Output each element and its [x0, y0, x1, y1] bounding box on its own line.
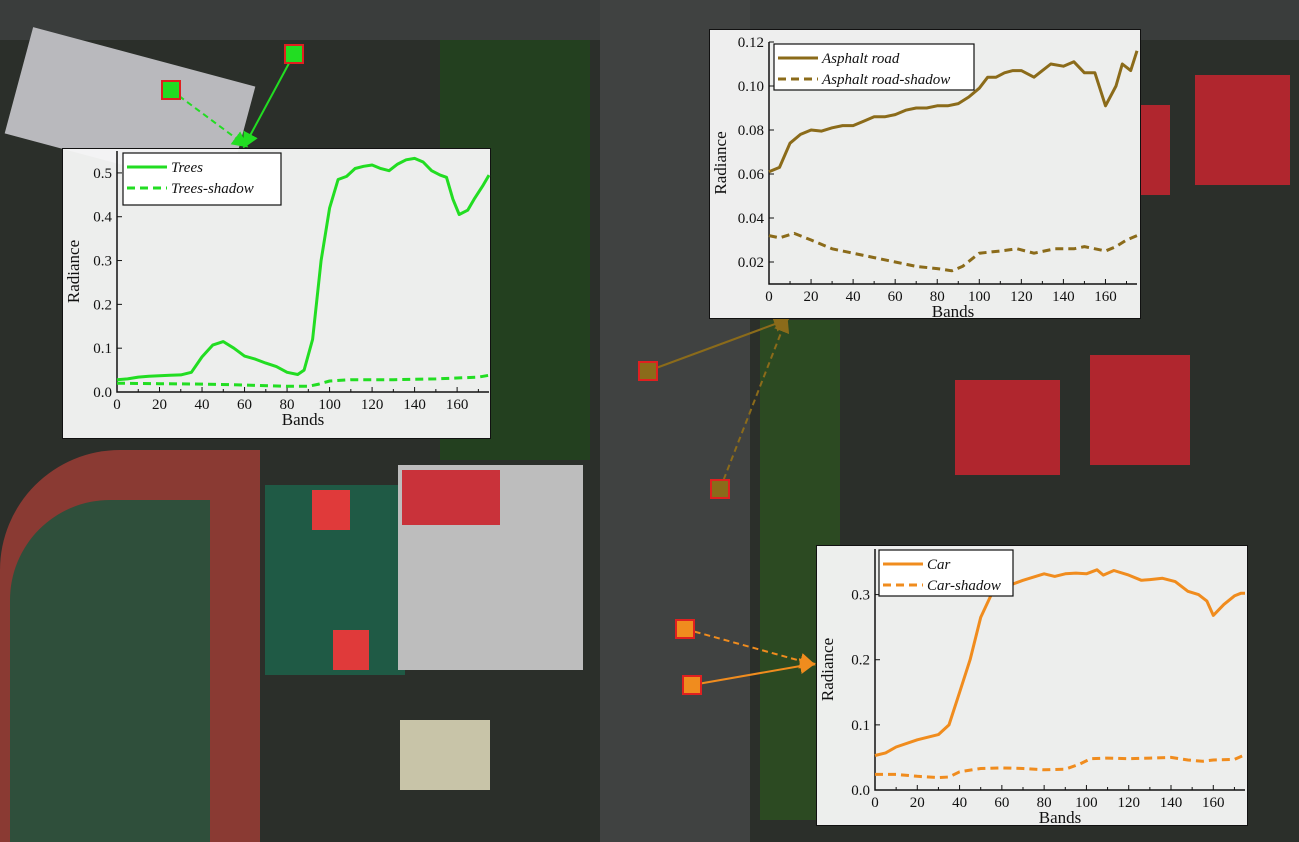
y-axis-label: Radiance	[64, 240, 83, 303]
sample-marker	[284, 44, 304, 64]
x-tick-label: 60	[237, 397, 252, 413]
sample-marker	[710, 479, 730, 499]
y-tick-label: 0.10	[738, 79, 764, 95]
x-tick-label: 20	[910, 795, 925, 811]
y-tick-label: 0.02	[738, 255, 764, 271]
trees-chart: 0 20 40 60 80 100 120 140 160 0.0 0.1 0.2 0.3 0.4 0.5 B…	[62, 148, 491, 439]
y-axis-label: Radiance	[818, 638, 837, 701]
x-tick-label: 100	[318, 397, 341, 413]
arrow	[170, 89, 249, 148]
sample-marker	[675, 619, 695, 639]
y-tick-label: 0.4	[93, 210, 112, 226]
y-tick-label: 0.06	[738, 167, 765, 183]
legend-label: Car	[927, 557, 951, 573]
court-red-1	[312, 490, 350, 530]
x-tick-label: 80	[1037, 795, 1052, 811]
x-tick-label: 20	[804, 289, 819, 305]
y-tick-label: 0.04	[738, 211, 765, 227]
y-tick-label: 0.5	[93, 166, 112, 182]
house-1	[955, 380, 1060, 475]
y-tick-label: 0.2	[93, 297, 112, 313]
series-line-asphalt-road-shadow	[768, 231, 1138, 273]
x-tick-label: 80	[280, 397, 295, 413]
sample-marker	[682, 675, 702, 695]
legend-label: Trees	[171, 160, 203, 176]
legend	[773, 43, 975, 91]
x-tick-label: 120	[1117, 795, 1140, 811]
x-axis-label: Bands	[932, 302, 975, 320]
x-tick-label: 0	[113, 397, 121, 413]
arrow	[243, 53, 295, 149]
x-tick-label: 120	[361, 397, 384, 413]
x-tick-label: 0	[871, 795, 879, 811]
legend	[878, 549, 1014, 597]
y-tick-label: 0.1	[93, 341, 112, 357]
chart-svg: 0 20 40 60 80 100 120 140 160 0.0 0.1 0.2 0.3 Bands Ra…	[818, 549, 1246, 827]
court-red-2	[333, 630, 369, 670]
legend-label: Asphalt road	[821, 51, 900, 67]
chart-svg: 0 20 40 60 80 100 120 140 160 0.02 0.04 0.06 0.08 0.1…	[711, 35, 1139, 320]
legend-label: Car-shadow	[927, 578, 1001, 594]
house-3	[1195, 75, 1290, 185]
x-tick-label: 140	[1160, 795, 1183, 811]
x-axis-label: Bands	[282, 410, 325, 429]
series-line-car	[874, 568, 1245, 757]
legend-label: Asphalt road-shadow	[821, 72, 950, 88]
sample-marker	[638, 361, 658, 381]
x-tick-label: 100	[968, 289, 991, 305]
y-tick-label: 0.12	[738, 35, 764, 51]
series-line-trees-shadow	[116, 373, 490, 388]
x-tick-label: 60	[994, 795, 1009, 811]
arrow	[691, 658, 816, 686]
arrow	[647, 316, 790, 372]
y-tick-label: 0.1	[851, 718, 870, 734]
x-tick-label: 40	[846, 289, 861, 305]
x-tick-label: 120	[1010, 289, 1033, 305]
legend-label: Trees-shadow	[171, 181, 254, 197]
y-axis-label: Radiance	[711, 131, 730, 194]
y-tick-label: 0.0	[851, 783, 870, 799]
house-4	[1140, 105, 1170, 195]
series-line-asphalt-road	[768, 50, 1139, 174]
y-tick-label: 0.3	[93, 254, 112, 270]
house-2	[1090, 355, 1190, 465]
y-tick-label: 0.3	[851, 588, 870, 604]
courtyard	[400, 720, 490, 790]
x-tick-label: 80	[930, 289, 945, 305]
y-tick-label: 0.0	[93, 385, 112, 401]
legend	[122, 152, 282, 206]
x-tick-label: 0	[765, 289, 773, 305]
x-tick-label: 60	[888, 289, 903, 305]
y-tick-label: 0.08	[738, 123, 764, 139]
x-tick-label: 160	[1094, 289, 1117, 305]
x-tick-label: 140	[403, 397, 426, 413]
asphalt-road-chart: 0 20 40 60 80 100 120 140 160 0.02 0.04 0.06 0.08 0.1…	[709, 29, 1141, 320]
x-tick-label: 20	[152, 397, 167, 413]
x-tick-label: 140	[1052, 289, 1075, 305]
sports-field	[10, 500, 210, 842]
x-tick-label: 40	[952, 795, 967, 811]
arrow	[719, 316, 790, 490]
x-tick-label: 40	[195, 397, 210, 413]
series-line-trees	[116, 156, 491, 382]
x-axis-label: Bands	[1039, 808, 1082, 827]
x-tick-label: 160	[1202, 795, 1225, 811]
series-line-car-shadow	[875, 753, 1246, 780]
y-tick-label: 0.2	[851, 653, 870, 669]
sample-marker	[161, 80, 181, 100]
car-chart: 0 20 40 60 80 100 120 140 160 0.0 0.1 0.2 0.3 Bands Ra…	[816, 545, 1248, 827]
arrow	[684, 628, 816, 669]
x-tick-label: 160	[446, 397, 469, 413]
chart-svg: 0 20 40 60 80 100 120 140 160 0.0 0.1 0.2 0.3 0.4 0.5 B…	[64, 151, 491, 429]
building-center-roof	[402, 470, 500, 525]
x-tick-label: 100	[1075, 795, 1098, 811]
